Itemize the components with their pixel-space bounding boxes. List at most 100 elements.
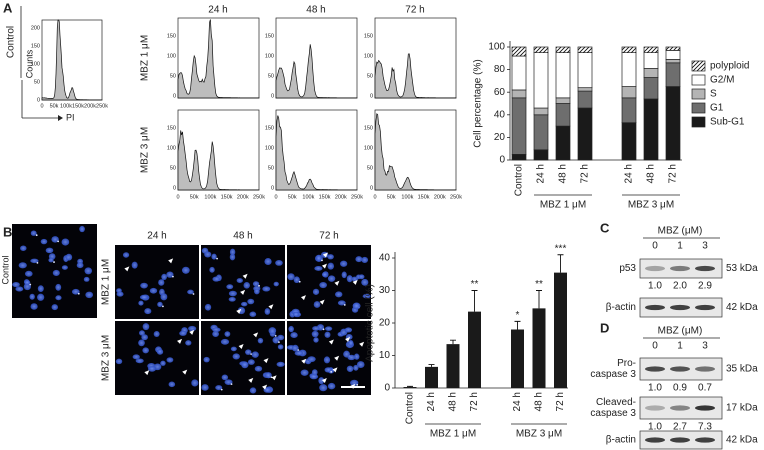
bar-segment: [511, 97, 527, 155]
legend-swatch: [691, 74, 706, 86]
legend-swatch: [691, 60, 706, 72]
plot-frame: [275, 109, 358, 191]
nucleus: [201, 384, 209, 391]
arrowhead: [168, 258, 174, 264]
nucleus: [181, 266, 190, 274]
bar: [468, 311, 481, 388]
nucleus: [313, 301, 321, 308]
nucleus: [358, 274, 365, 280]
histogram-trace: [41, 19, 103, 101]
nucleus: [153, 331, 160, 337]
nucleus: [156, 348, 164, 355]
nucleus: [287, 273, 295, 281]
x-tick-label: 72 h: [668, 164, 679, 183]
x-tick-label: 48 h: [534, 392, 545, 411]
nucleus: [144, 308, 152, 315]
band: [695, 405, 715, 411]
nucleus: [84, 267, 93, 275]
nucleus: [55, 283, 62, 291]
row-label: MBZ 1 μM: [140, 35, 151, 81]
nucleus: [254, 365, 263, 372]
y-tick-label: 150: [167, 33, 176, 39]
nucleus: [52, 269, 60, 276]
panel-label: D: [600, 320, 609, 335]
bar-segment: [511, 154, 527, 161]
nucleus: [351, 276, 359, 282]
x-tick-label: 0: [176, 194, 179, 200]
bar-segment: [621, 86, 637, 99]
blot-label: Cleaved-: [596, 397, 636, 408]
nucleus: [356, 361, 365, 368]
x-tick-label: 48 h: [646, 164, 657, 183]
nucleus: [148, 366, 157, 372]
nucleus: [316, 254, 322, 262]
nucleus: [215, 385, 223, 391]
x-tick-label: 150k: [418, 194, 430, 200]
significance-label: ***: [555, 243, 567, 254]
x-tick-label: 250k: [253, 194, 265, 200]
nucleus: [135, 358, 144, 364]
bar: [446, 344, 460, 388]
nucleus: [132, 354, 140, 360]
bar-segment: [577, 52, 593, 89]
nucleus: [323, 356, 331, 364]
nucleus: [319, 384, 328, 392]
nucleus: [65, 253, 73, 261]
quantification: 0.7: [698, 383, 712, 394]
nucleus: [325, 326, 333, 331]
nucleus: [340, 260, 348, 267]
arrowhead: [271, 375, 277, 381]
nucleus: [228, 290, 237, 297]
nucleus: [319, 282, 328, 289]
x-tick-label: 250k: [96, 103, 108, 109]
fragment: [35, 234, 38, 237]
x-tick-label: 250k: [351, 194, 363, 200]
bar: [403, 387, 417, 388]
column-label: 48 h: [306, 5, 325, 16]
nucleus: [230, 346, 237, 352]
y-tick-label: 50: [268, 165, 274, 171]
y-tick-label: 100: [265, 53, 274, 59]
band: [695, 366, 715, 372]
blot-label: Pro-: [617, 358, 636, 369]
nucleus: [300, 369, 309, 376]
bar-segment: [555, 46, 571, 54]
fragment: [53, 261, 55, 263]
nucleus: [335, 291, 343, 298]
band: [670, 366, 690, 372]
histogram-trace: [275, 44, 358, 99]
arrowhead: [352, 279, 358, 285]
plot-frame: [177, 17, 260, 99]
nucleus: [139, 294, 149, 300]
nucleus: [290, 332, 298, 339]
bar-segment: [533, 107, 549, 116]
bar-segment: [665, 62, 681, 87]
nucleus: [191, 379, 199, 387]
bar-segment: [665, 50, 681, 60]
x-tick-label: 200k: [434, 194, 446, 200]
legend-label: S: [710, 89, 717, 100]
nucleus: [158, 279, 165, 286]
nucleus: [265, 372, 272, 379]
x-tick-label: 50k: [50, 103, 59, 109]
column-label: 24 h: [147, 231, 166, 242]
x-tick-label: 100k: [204, 194, 216, 200]
plot-frame: [374, 17, 457, 99]
nucleus: [61, 238, 70, 246]
band: [670, 405, 690, 411]
plot-frame: [275, 17, 358, 99]
x-tick-label: 72 h: [469, 392, 480, 411]
nucleus: [157, 301, 163, 308]
nucleus: [361, 256, 369, 264]
blot-size: 35 kDa: [726, 364, 758, 375]
nucleus: [161, 273, 167, 281]
y-tick-label: 150: [364, 125, 373, 131]
column-label: 24 h: [208, 5, 227, 16]
y-tick-label: 0: [384, 383, 390, 394]
nucleus: [160, 360, 166, 366]
nucleus: [187, 289, 194, 295]
nucleus: [141, 334, 148, 341]
bar-segment: [665, 46, 681, 51]
nucleus: [30, 303, 38, 310]
fragment: [162, 305, 164, 308]
